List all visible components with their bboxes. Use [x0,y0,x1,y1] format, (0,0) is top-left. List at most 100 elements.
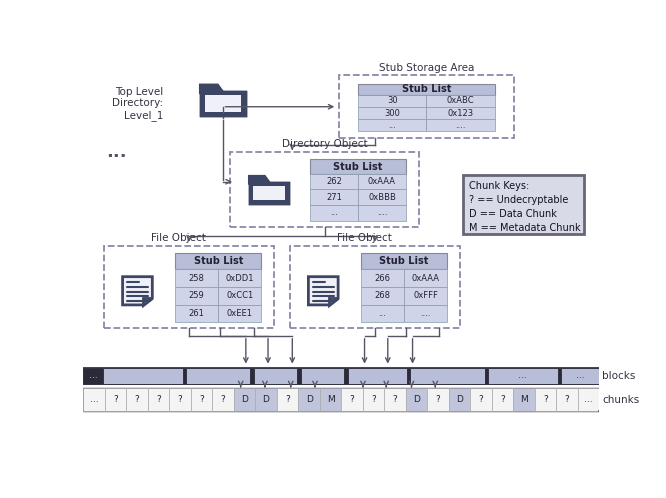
Text: 262: 262 [326,177,342,186]
Text: D: D [306,395,312,404]
Text: Stub Storage Area: Stub Storage Area [379,63,474,73]
Text: 259: 259 [188,291,204,300]
Polygon shape [200,85,222,93]
Bar [561,368,599,384]
Bar [361,305,404,322]
Bar [255,388,277,411]
Text: 258: 258 [188,273,204,283]
Text: Stub List: Stub List [194,256,243,266]
Bar [358,189,406,205]
Bar [250,368,254,384]
Text: D: D [262,395,270,404]
Bar [83,368,599,384]
Bar [358,84,495,95]
Text: File Object: File Object [151,234,206,244]
Text: 0xAAA: 0xAAA [368,177,396,186]
Bar [404,305,447,322]
Bar [358,95,426,107]
Text: Stub List: Stub List [380,256,429,266]
Text: ?: ? [436,395,440,404]
Bar [104,246,274,328]
Bar [344,368,348,384]
Bar [341,388,363,411]
Text: D: D [241,395,248,404]
Bar [218,287,261,305]
Bar [406,388,428,411]
Bar [234,388,255,411]
Bar [310,205,358,221]
Bar [175,305,218,322]
Text: ...: ... [89,371,97,380]
Bar [513,388,535,411]
Bar [361,269,404,287]
Bar [556,388,578,411]
Polygon shape [250,177,269,183]
Text: ...: ... [575,371,584,380]
FancyBboxPatch shape [250,183,288,203]
Bar [290,246,460,328]
Text: Stub List: Stub List [334,161,383,171]
Text: ...: ... [107,143,127,161]
Bar [310,174,358,189]
Bar [485,368,488,384]
Text: 0xEE1: 0xEE1 [226,309,253,318]
Text: Stub List: Stub List [402,84,451,95]
Text: D: D [456,395,463,404]
Text: Chunk Keys:
? == Undecryptable
D == Data Chunk
M == Metadata Chunk: Chunk Keys: ? == Undecryptable D == Data… [470,181,581,233]
Text: ....: .... [420,309,431,318]
Polygon shape [329,298,338,305]
Text: 0xCC1: 0xCC1 [226,291,253,300]
Bar [298,368,300,384]
Text: ?: ? [565,395,569,404]
Bar [407,368,410,384]
Text: 300: 300 [384,109,400,118]
Text: ...: ... [90,395,99,404]
Bar [339,75,514,138]
Polygon shape [123,277,153,305]
Bar [358,107,426,119]
Bar [218,305,261,322]
Bar [426,107,495,119]
Bar [83,368,103,384]
Text: ?: ? [220,395,225,404]
Bar [175,269,218,287]
Text: M: M [327,395,334,404]
Text: 0xFFF: 0xFFF [413,291,438,300]
Text: 0xBBB: 0xBBB [368,193,396,202]
Bar [361,253,447,269]
Bar [426,119,495,131]
Bar [557,368,561,384]
Text: ?: ? [500,395,505,404]
Bar [426,95,495,107]
Bar [230,152,419,227]
Bar [358,174,406,189]
Text: 271: 271 [326,193,342,202]
Bar [148,388,169,411]
Text: 0x123: 0x123 [448,109,474,118]
Bar [535,388,556,411]
Bar [175,253,261,269]
Bar [363,388,384,411]
Bar [428,388,449,411]
Bar [277,388,298,411]
Bar [449,388,470,411]
Bar [127,388,148,411]
Polygon shape [143,298,153,305]
Text: 0xAAA: 0xAAA [412,273,440,283]
Text: File Object: File Object [337,234,392,244]
Bar [470,388,492,411]
Polygon shape [308,277,338,305]
Text: 30: 30 [387,97,398,106]
Text: chunks: chunks [602,394,639,404]
Text: ....: .... [456,121,466,130]
Bar [190,388,212,411]
Text: 261: 261 [188,309,204,318]
Text: ?: ? [543,395,548,404]
Bar [358,205,406,221]
Text: ?: ? [285,395,290,404]
Bar [105,388,127,411]
Text: ...: ... [518,371,527,380]
Bar [103,368,183,384]
Bar [300,368,344,384]
Text: ...: ... [378,309,386,318]
